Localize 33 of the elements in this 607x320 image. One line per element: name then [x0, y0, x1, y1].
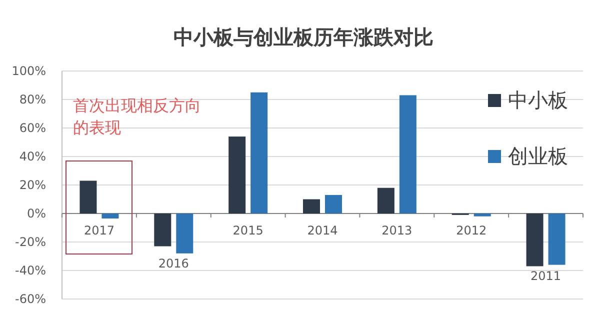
bar [325, 194, 342, 214]
bar [250, 92, 268, 214]
bar [474, 214, 491, 216]
legend-label: 中小板 [508, 88, 568, 112]
bar [102, 214, 119, 218]
y-tick-label: 100% [12, 64, 46, 78]
bar [303, 199, 320, 214]
y-tick-label: 80% [19, 92, 46, 106]
x-tick-label: 2013 [382, 224, 412, 238]
bar [548, 214, 566, 265]
x-tick-label: 2017 [84, 224, 114, 238]
bar [399, 95, 416, 214]
bar [228, 136, 246, 214]
y-tick-label: -60% [14, 292, 46, 306]
chart-title: 中小板与创业板历年涨跌对比 [174, 25, 434, 49]
x-tick-label: 2016 [158, 256, 189, 270]
bar [176, 214, 194, 254]
bar [377, 188, 394, 214]
x-tick-label: 2015 [232, 224, 264, 238]
y-tick-label: 60% [19, 121, 46, 135]
y-tick-label: -40% [14, 264, 46, 278]
x-tick-label: 2011 [530, 269, 562, 284]
x-tick-label: 2012 [456, 224, 487, 238]
bar [80, 180, 97, 214]
legend-label: 创业板 [508, 144, 568, 168]
y-tick-label: -20% [14, 235, 46, 249]
y-tick-label: 0% [26, 206, 46, 220]
x-tick-label: 2014 [307, 224, 338, 238]
y-tick-label: 20% [19, 178, 46, 192]
bar [154, 214, 172, 246]
bar [526, 214, 544, 266]
annotation: 首次出现相反方向的表现 [73, 96, 201, 137]
y-tick-label: 40% [19, 150, 46, 164]
